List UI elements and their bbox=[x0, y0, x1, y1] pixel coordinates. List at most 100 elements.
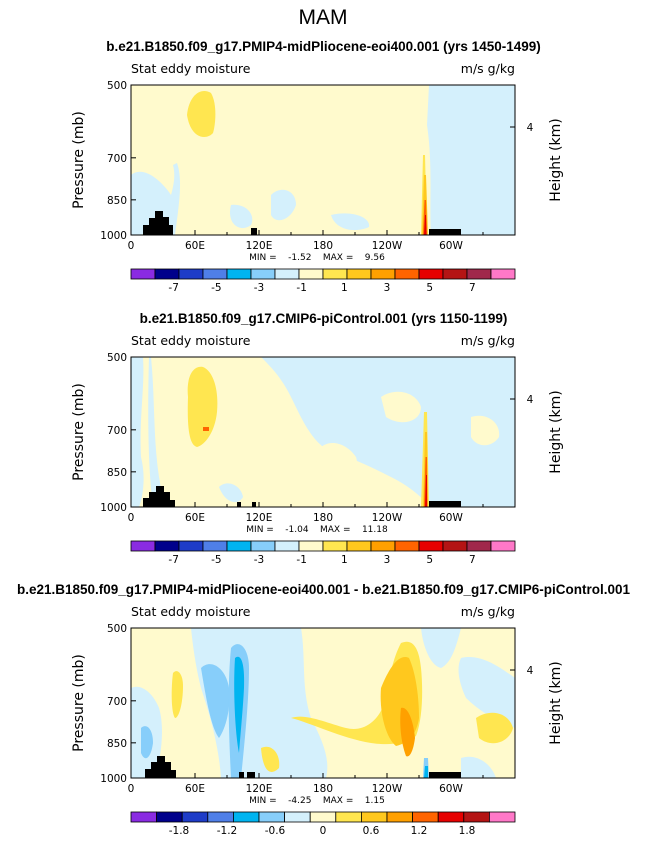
contour-region bbox=[230, 204, 253, 229]
colorbar-label: -3 bbox=[254, 282, 264, 294]
contour-region bbox=[425, 475, 427, 507]
colorbar-label: 1.8 bbox=[459, 825, 476, 837]
x-tick-label: 60E bbox=[185, 240, 205, 252]
colorbar-swatch bbox=[442, 540, 468, 552]
right-subtitle: m/s g/kg bbox=[461, 333, 515, 348]
colorbar-swatch bbox=[202, 268, 228, 280]
y2-axis-label: Height (km) bbox=[548, 390, 564, 473]
y-axis-label: Pressure (mb) bbox=[71, 111, 87, 209]
contour-region bbox=[331, 213, 370, 231]
contour-region bbox=[421, 628, 461, 668]
contour-region bbox=[171, 671, 183, 718]
contour-region bbox=[424, 215, 427, 235]
colorbar-label: 0.6 bbox=[363, 825, 380, 837]
colorbar-swatch bbox=[156, 811, 183, 823]
y-tick-label: 500 bbox=[107, 352, 127, 364]
y-tick-label: 850 bbox=[107, 195, 127, 207]
panel-title: b.e21.B1850.f09_g17.PMIP4-midPliocene-eo… bbox=[17, 582, 631, 597]
min-max-stats: MIN = -1.04 MAX = 11.18 bbox=[246, 525, 388, 535]
y-tick-label: 700 bbox=[107, 696, 127, 708]
x-tick-label: 180 bbox=[313, 240, 333, 252]
colorbar-label: -1 bbox=[296, 554, 306, 566]
y-tick-label: 1000 bbox=[100, 502, 127, 514]
colorbar-swatch bbox=[202, 540, 228, 552]
colorbar: -7 -5 -3 -1 1 3 5 7 bbox=[130, 540, 516, 566]
colorbar-label: 3 bbox=[384, 282, 391, 294]
x-tick-label: 120W bbox=[372, 512, 403, 524]
contour-region bbox=[271, 189, 296, 221]
panel-1: b.e21.B1850.f09_g17.PMIP4-midPliocene-eo… bbox=[71, 39, 564, 294]
colorbar-label: 1 bbox=[341, 554, 348, 566]
contour-region bbox=[471, 415, 500, 446]
colorbar: -1.8 -1.2 -0.6 0 0.6 1.2 1.8 bbox=[130, 811, 516, 837]
colorbar-swatch bbox=[418, 268, 444, 280]
x-tick-label: 120W bbox=[372, 240, 403, 252]
colorbar-swatch bbox=[490, 268, 516, 280]
contour-region bbox=[148, 357, 162, 507]
colorbar-swatch bbox=[298, 540, 324, 552]
topography-mask bbox=[143, 486, 175, 507]
left-subtitle: Stat eddy moisture bbox=[131, 604, 251, 619]
panel-title: b.e21.B1850.f09_g17.PMIP4-midPliocene-eo… bbox=[106, 39, 541, 54]
colorbar-swatch bbox=[226, 540, 252, 552]
x-tick-label: 60W bbox=[439, 240, 463, 252]
colorbar-swatch bbox=[394, 268, 420, 280]
topography-mask bbox=[429, 772, 461, 778]
colorbar-label: 0 bbox=[320, 825, 327, 837]
colorbar-swatch bbox=[181, 811, 209, 823]
colorbar-swatch bbox=[346, 540, 372, 552]
colorbar-swatch bbox=[490, 540, 516, 552]
colorbar-swatch bbox=[274, 268, 300, 280]
figure-title: MAM bbox=[299, 6, 348, 29]
contour-region bbox=[201, 664, 230, 738]
colorbar-swatch bbox=[346, 268, 372, 280]
colorbar-label: -1.8 bbox=[169, 825, 190, 837]
y-tick-label: 1000 bbox=[100, 230, 127, 242]
right-subtitle: m/s g/kg bbox=[461, 61, 515, 76]
x-tick-label: 120W bbox=[372, 783, 403, 795]
colorbar-swatch bbox=[370, 540, 396, 552]
colorbar-swatch bbox=[360, 811, 388, 823]
x-tick-label: 0 bbox=[128, 512, 135, 524]
contour-region bbox=[234, 656, 245, 753]
topography-mask bbox=[143, 211, 173, 235]
min-max-stats: MIN = -1.52 MAX = 9.56 bbox=[249, 253, 385, 263]
contour-region bbox=[476, 712, 513, 744]
x-tick-label: 0 bbox=[128, 783, 135, 795]
topography-mask bbox=[239, 772, 244, 778]
x-tick-label: 120E bbox=[246, 512, 273, 524]
colorbar-swatch bbox=[298, 268, 324, 280]
topography-mask bbox=[429, 501, 461, 507]
colorbar-swatch bbox=[130, 811, 158, 823]
contour-region bbox=[141, 726, 153, 759]
contour-region bbox=[424, 766, 428, 778]
colorbar-swatch bbox=[258, 811, 286, 823]
contour-region bbox=[187, 366, 218, 447]
colorbar-label: -7 bbox=[168, 282, 178, 294]
colorbar-label: 5 bbox=[426, 282, 433, 294]
colorbar-label: 1.2 bbox=[411, 825, 428, 837]
y-tick-label: 1000 bbox=[100, 773, 127, 785]
contour-region bbox=[261, 746, 280, 772]
colorbar-swatch bbox=[284, 811, 311, 823]
colorbar-swatch bbox=[250, 540, 276, 552]
x-tick-label: 180 bbox=[313, 783, 333, 795]
y2-axis-label: Height (km) bbox=[548, 118, 564, 201]
plot-area bbox=[130, 356, 516, 508]
colorbar-swatch bbox=[437, 811, 465, 823]
contour-region bbox=[400, 707, 415, 757]
contour-region bbox=[191, 628, 328, 778]
contour-region bbox=[203, 427, 209, 431]
y2-axis-label: Height (km) bbox=[548, 661, 564, 744]
colorbar-swatch bbox=[466, 540, 492, 552]
y-tick-label: 500 bbox=[107, 80, 127, 92]
contour-region bbox=[458, 657, 515, 728]
colorbar-swatch bbox=[335, 811, 362, 823]
topography-mask bbox=[247, 772, 255, 778]
colorbar-swatch bbox=[394, 540, 420, 552]
y-tick-label: 700 bbox=[107, 153, 127, 165]
colorbar-label: 5 bbox=[426, 554, 433, 566]
panel-2: b.e21.B1850.f09_g17.CMIP6-piControl.001 … bbox=[71, 311, 564, 566]
y2-tick-label: 4 bbox=[527, 122, 534, 134]
